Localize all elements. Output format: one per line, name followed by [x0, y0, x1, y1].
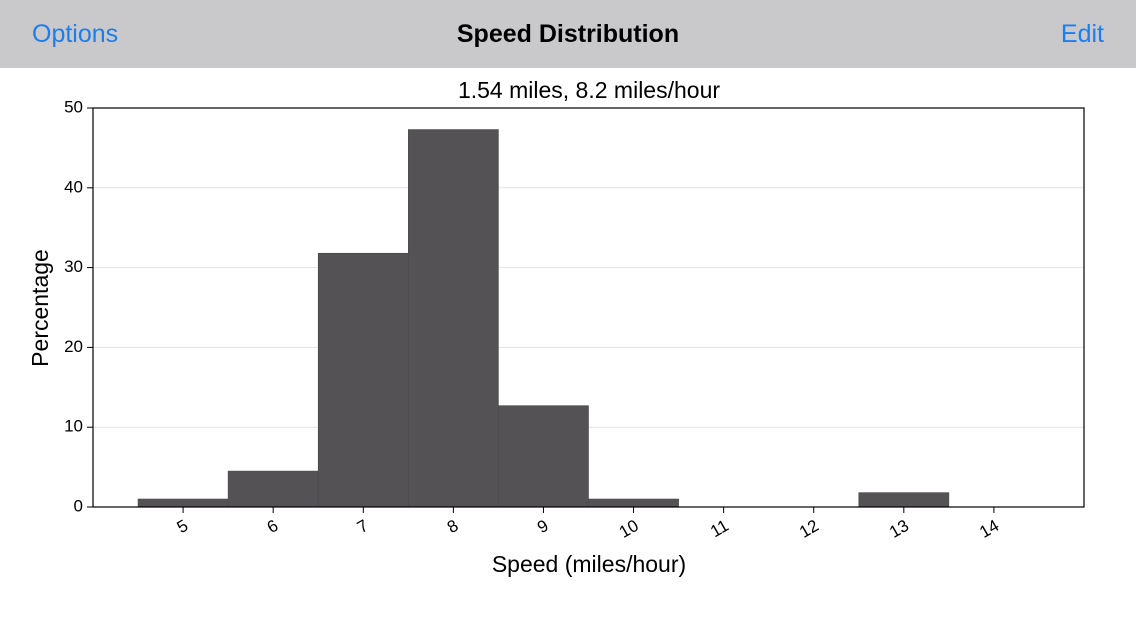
bar — [588, 498, 679, 508]
chart-title: 1.54 miles, 8.2 miles/hour — [458, 77, 720, 103]
y-tick-label: 20 — [64, 337, 83, 356]
x-axis-label: Speed (miles/hour) — [492, 551, 686, 577]
bar — [317, 252, 409, 508]
x-tick-label: 14 — [976, 516, 1002, 542]
x-tick-label: 5 — [174, 516, 192, 537]
y-tick-label: 0 — [74, 496, 83, 515]
y-tick-label: 50 — [64, 97, 83, 116]
x-tick-label: 9 — [534, 516, 552, 537]
x-tick-label: 13 — [886, 516, 912, 542]
bar — [227, 470, 319, 508]
navigation-bar: Speed Distribution Options Edit — [0, 0, 1136, 68]
y-tick-label: 10 — [64, 417, 83, 436]
y-axis-label: Percentage — [27, 249, 53, 367]
bar — [498, 405, 589, 508]
plot-frame — [92, 107, 1085, 508]
x-tick-label: 7 — [354, 516, 372, 537]
chart: 1.54 miles, 8.2 miles/hour Speed (miles/… — [27, 77, 1085, 577]
bar — [408, 129, 499, 508]
x-tick-label: 8 — [444, 516, 462, 537]
nav-title: Speed Distribution — [456, 20, 680, 48]
x-tick-label: 11 — [707, 516, 732, 541]
bar — [858, 492, 950, 508]
y-tick-label: 30 — [64, 257, 83, 276]
x-tick-label: 12 — [796, 516, 822, 542]
y-tick-label: 40 — [64, 177, 83, 196]
x-tick-label: 6 — [264, 516, 282, 537]
bar — [137, 498, 229, 508]
options-button[interactable]: Options — [32, 20, 119, 48]
x-tick-label: 10 — [616, 516, 642, 542]
edit-button[interactable]: Edit — [1060, 20, 1104, 48]
